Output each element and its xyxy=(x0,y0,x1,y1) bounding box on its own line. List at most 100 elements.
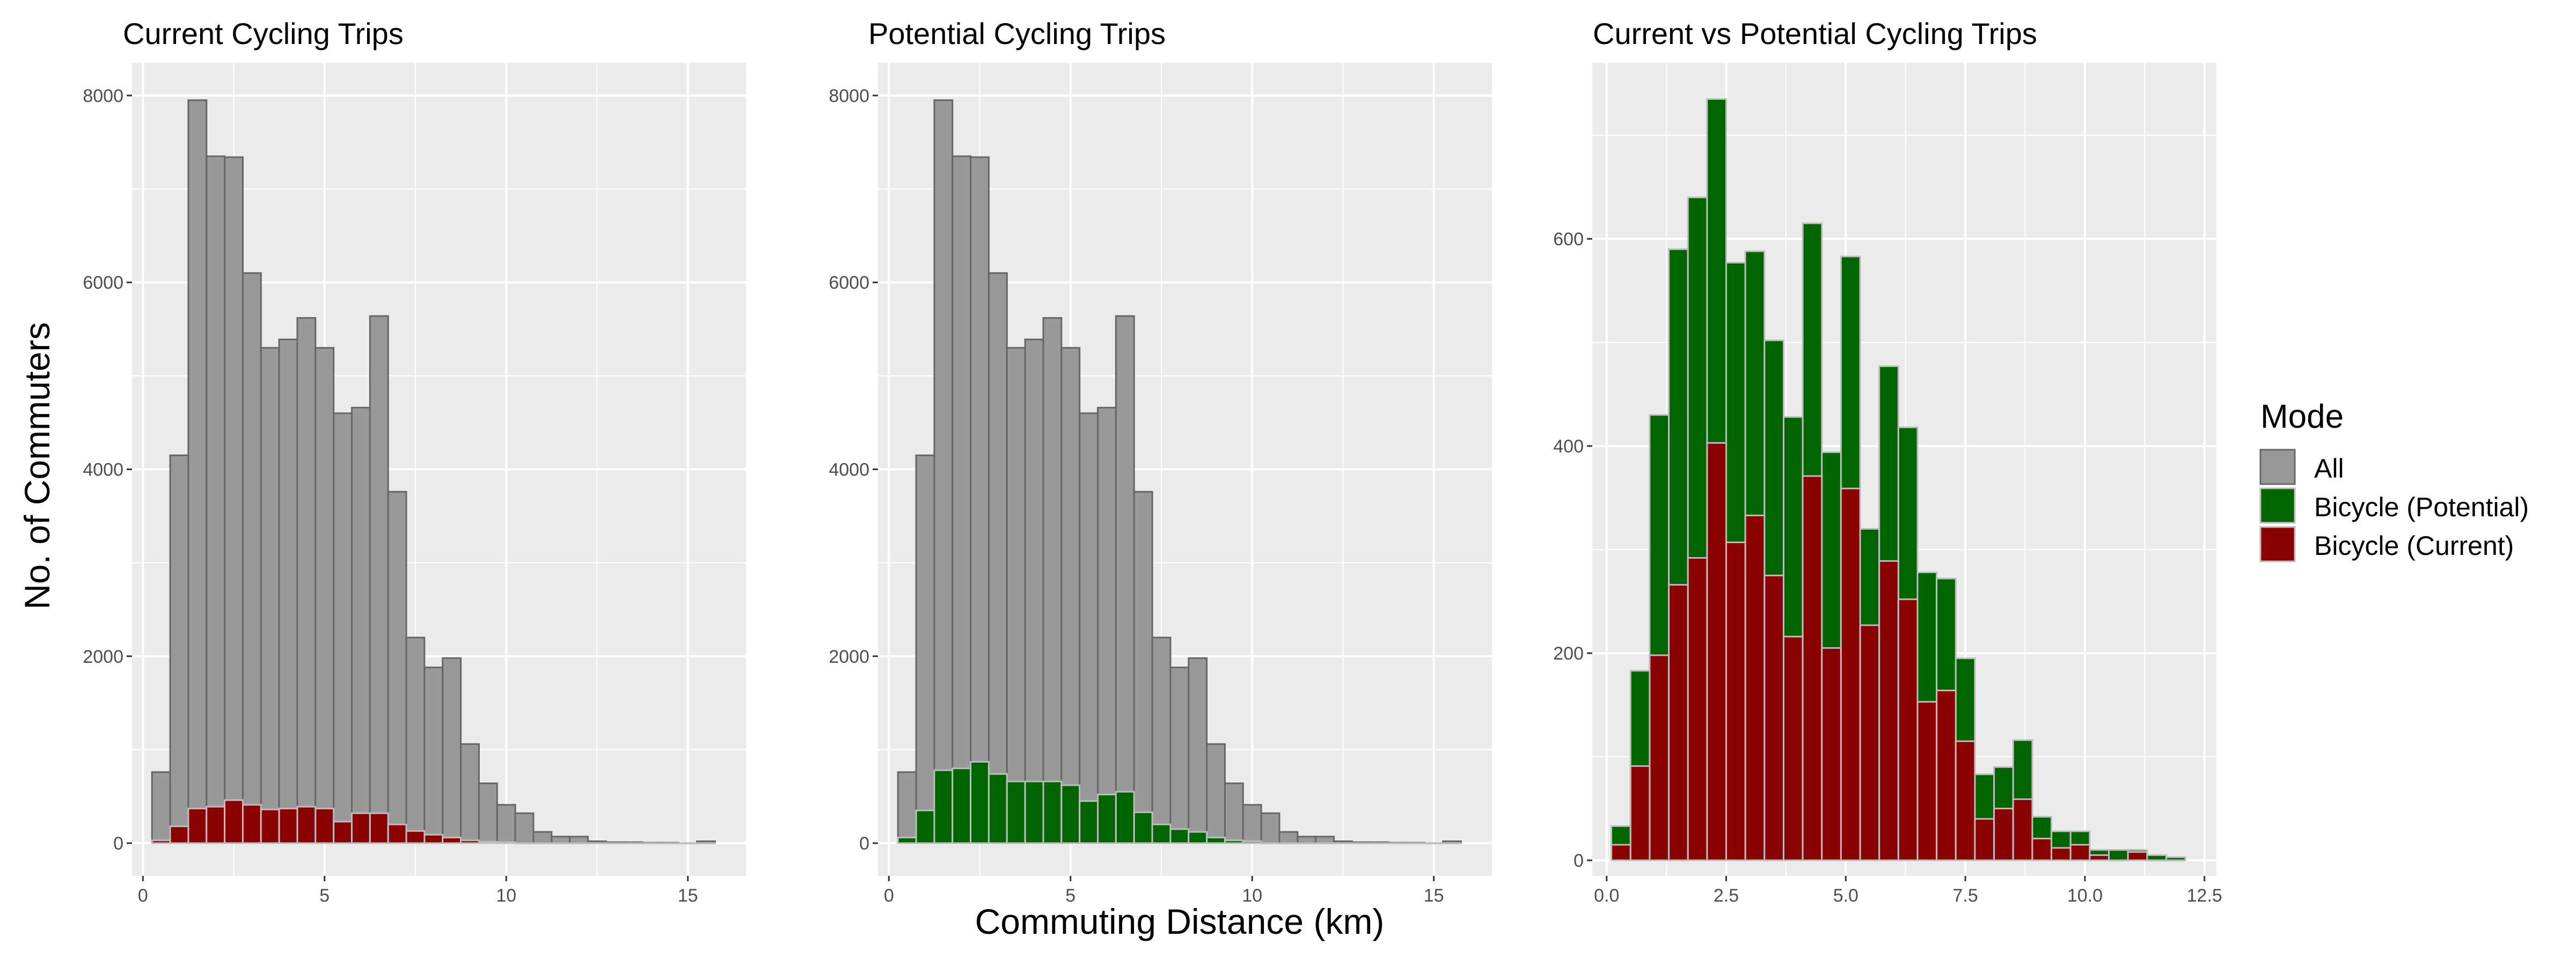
bar xyxy=(1687,557,1708,861)
bar xyxy=(1006,347,1026,844)
bar xyxy=(1611,844,1631,861)
y-tick-label: 6000 xyxy=(83,273,123,293)
bar xyxy=(952,155,972,844)
y-tick-label: 400 xyxy=(1553,436,1584,457)
legend-swatch-potential xyxy=(2259,487,2296,524)
bar xyxy=(1706,442,1728,861)
legend: Mode All Bicycle (Potential) Bicycle (Cu… xyxy=(2259,398,2529,562)
bar xyxy=(587,842,607,845)
bar xyxy=(1024,338,1044,844)
bar xyxy=(1188,831,1208,844)
bar xyxy=(1802,475,1823,861)
bar xyxy=(1042,780,1063,844)
bar xyxy=(1821,647,1842,861)
bar xyxy=(1897,598,1919,861)
bar xyxy=(970,156,990,844)
bar xyxy=(1859,624,1880,861)
bar xyxy=(314,808,335,844)
bar xyxy=(2051,847,2072,861)
bar xyxy=(2089,854,2110,861)
bar xyxy=(260,808,280,844)
bar xyxy=(278,338,298,844)
bar xyxy=(442,657,462,844)
bar xyxy=(1260,842,1280,845)
bar xyxy=(987,272,1008,844)
bar xyxy=(1260,812,1280,844)
bar xyxy=(532,831,553,844)
bar xyxy=(1079,800,1099,844)
bar xyxy=(369,812,389,844)
bar xyxy=(1955,740,1976,861)
bar xyxy=(369,315,389,844)
bar xyxy=(551,842,571,845)
bar xyxy=(1406,842,1426,845)
bar xyxy=(1115,791,1135,844)
bar xyxy=(1725,541,1746,861)
x-tick-label: 10.0 xyxy=(2067,885,2103,906)
bar xyxy=(2031,838,2053,861)
x-tick-label: 0 xyxy=(138,885,148,906)
bar xyxy=(1840,487,1861,861)
bar xyxy=(351,812,371,844)
x-tick-label: 2.5 xyxy=(1714,885,1739,906)
bar xyxy=(1169,667,1190,844)
x-tick-label: 10 xyxy=(1242,885,1262,906)
bar xyxy=(915,809,935,844)
bar xyxy=(460,743,480,844)
bar xyxy=(1993,808,2014,861)
bar xyxy=(1060,784,1081,844)
bar xyxy=(151,771,171,844)
bar xyxy=(1133,491,1153,844)
bar xyxy=(478,840,498,844)
bar xyxy=(1387,842,1408,845)
bar xyxy=(1369,842,1389,845)
bar xyxy=(514,812,535,844)
bar xyxy=(206,155,226,844)
bar xyxy=(296,317,317,844)
bar xyxy=(1151,636,1172,844)
bar xyxy=(496,841,516,844)
bar xyxy=(187,808,208,844)
bar xyxy=(532,842,553,845)
y-tick-label: 200 xyxy=(1553,643,1584,664)
bar xyxy=(1006,780,1026,844)
bar xyxy=(1133,811,1153,844)
bar xyxy=(1744,514,1766,861)
bar xyxy=(405,830,426,844)
panel-title: Current Cycling Trips xyxy=(123,17,404,50)
legend-item-all: All xyxy=(2259,449,2344,485)
x-tick-label: 0.0 xyxy=(1594,885,1619,906)
bar xyxy=(1763,574,1784,861)
bar xyxy=(1097,407,1117,844)
bar xyxy=(2107,849,2129,861)
bar xyxy=(1315,842,1335,845)
bar xyxy=(1188,657,1208,844)
bar xyxy=(1097,794,1117,844)
bar xyxy=(1206,837,1226,844)
bar xyxy=(2146,859,2167,862)
bar xyxy=(1297,842,1317,845)
bar xyxy=(605,842,625,845)
bar xyxy=(2069,844,2091,861)
bar xyxy=(933,769,954,844)
bar xyxy=(460,839,480,844)
bar xyxy=(514,842,535,845)
bar xyxy=(2107,859,2129,862)
bar xyxy=(897,771,917,844)
bar xyxy=(1042,317,1063,844)
bar xyxy=(478,782,498,844)
bar xyxy=(333,821,353,844)
x-tick-label: 0 xyxy=(884,885,894,906)
bar xyxy=(915,454,935,844)
y-tick-label: 2000 xyxy=(829,647,869,667)
bar xyxy=(314,347,335,844)
legend-item-current: Bicycle (Current) xyxy=(2259,526,2514,562)
bar xyxy=(1974,818,1995,861)
bar xyxy=(1351,842,1371,845)
bar xyxy=(496,804,516,844)
bar xyxy=(1297,836,1317,844)
bar xyxy=(423,667,444,844)
y-tick-label: 0 xyxy=(113,833,123,854)
bar xyxy=(569,836,589,844)
bar xyxy=(169,825,189,844)
